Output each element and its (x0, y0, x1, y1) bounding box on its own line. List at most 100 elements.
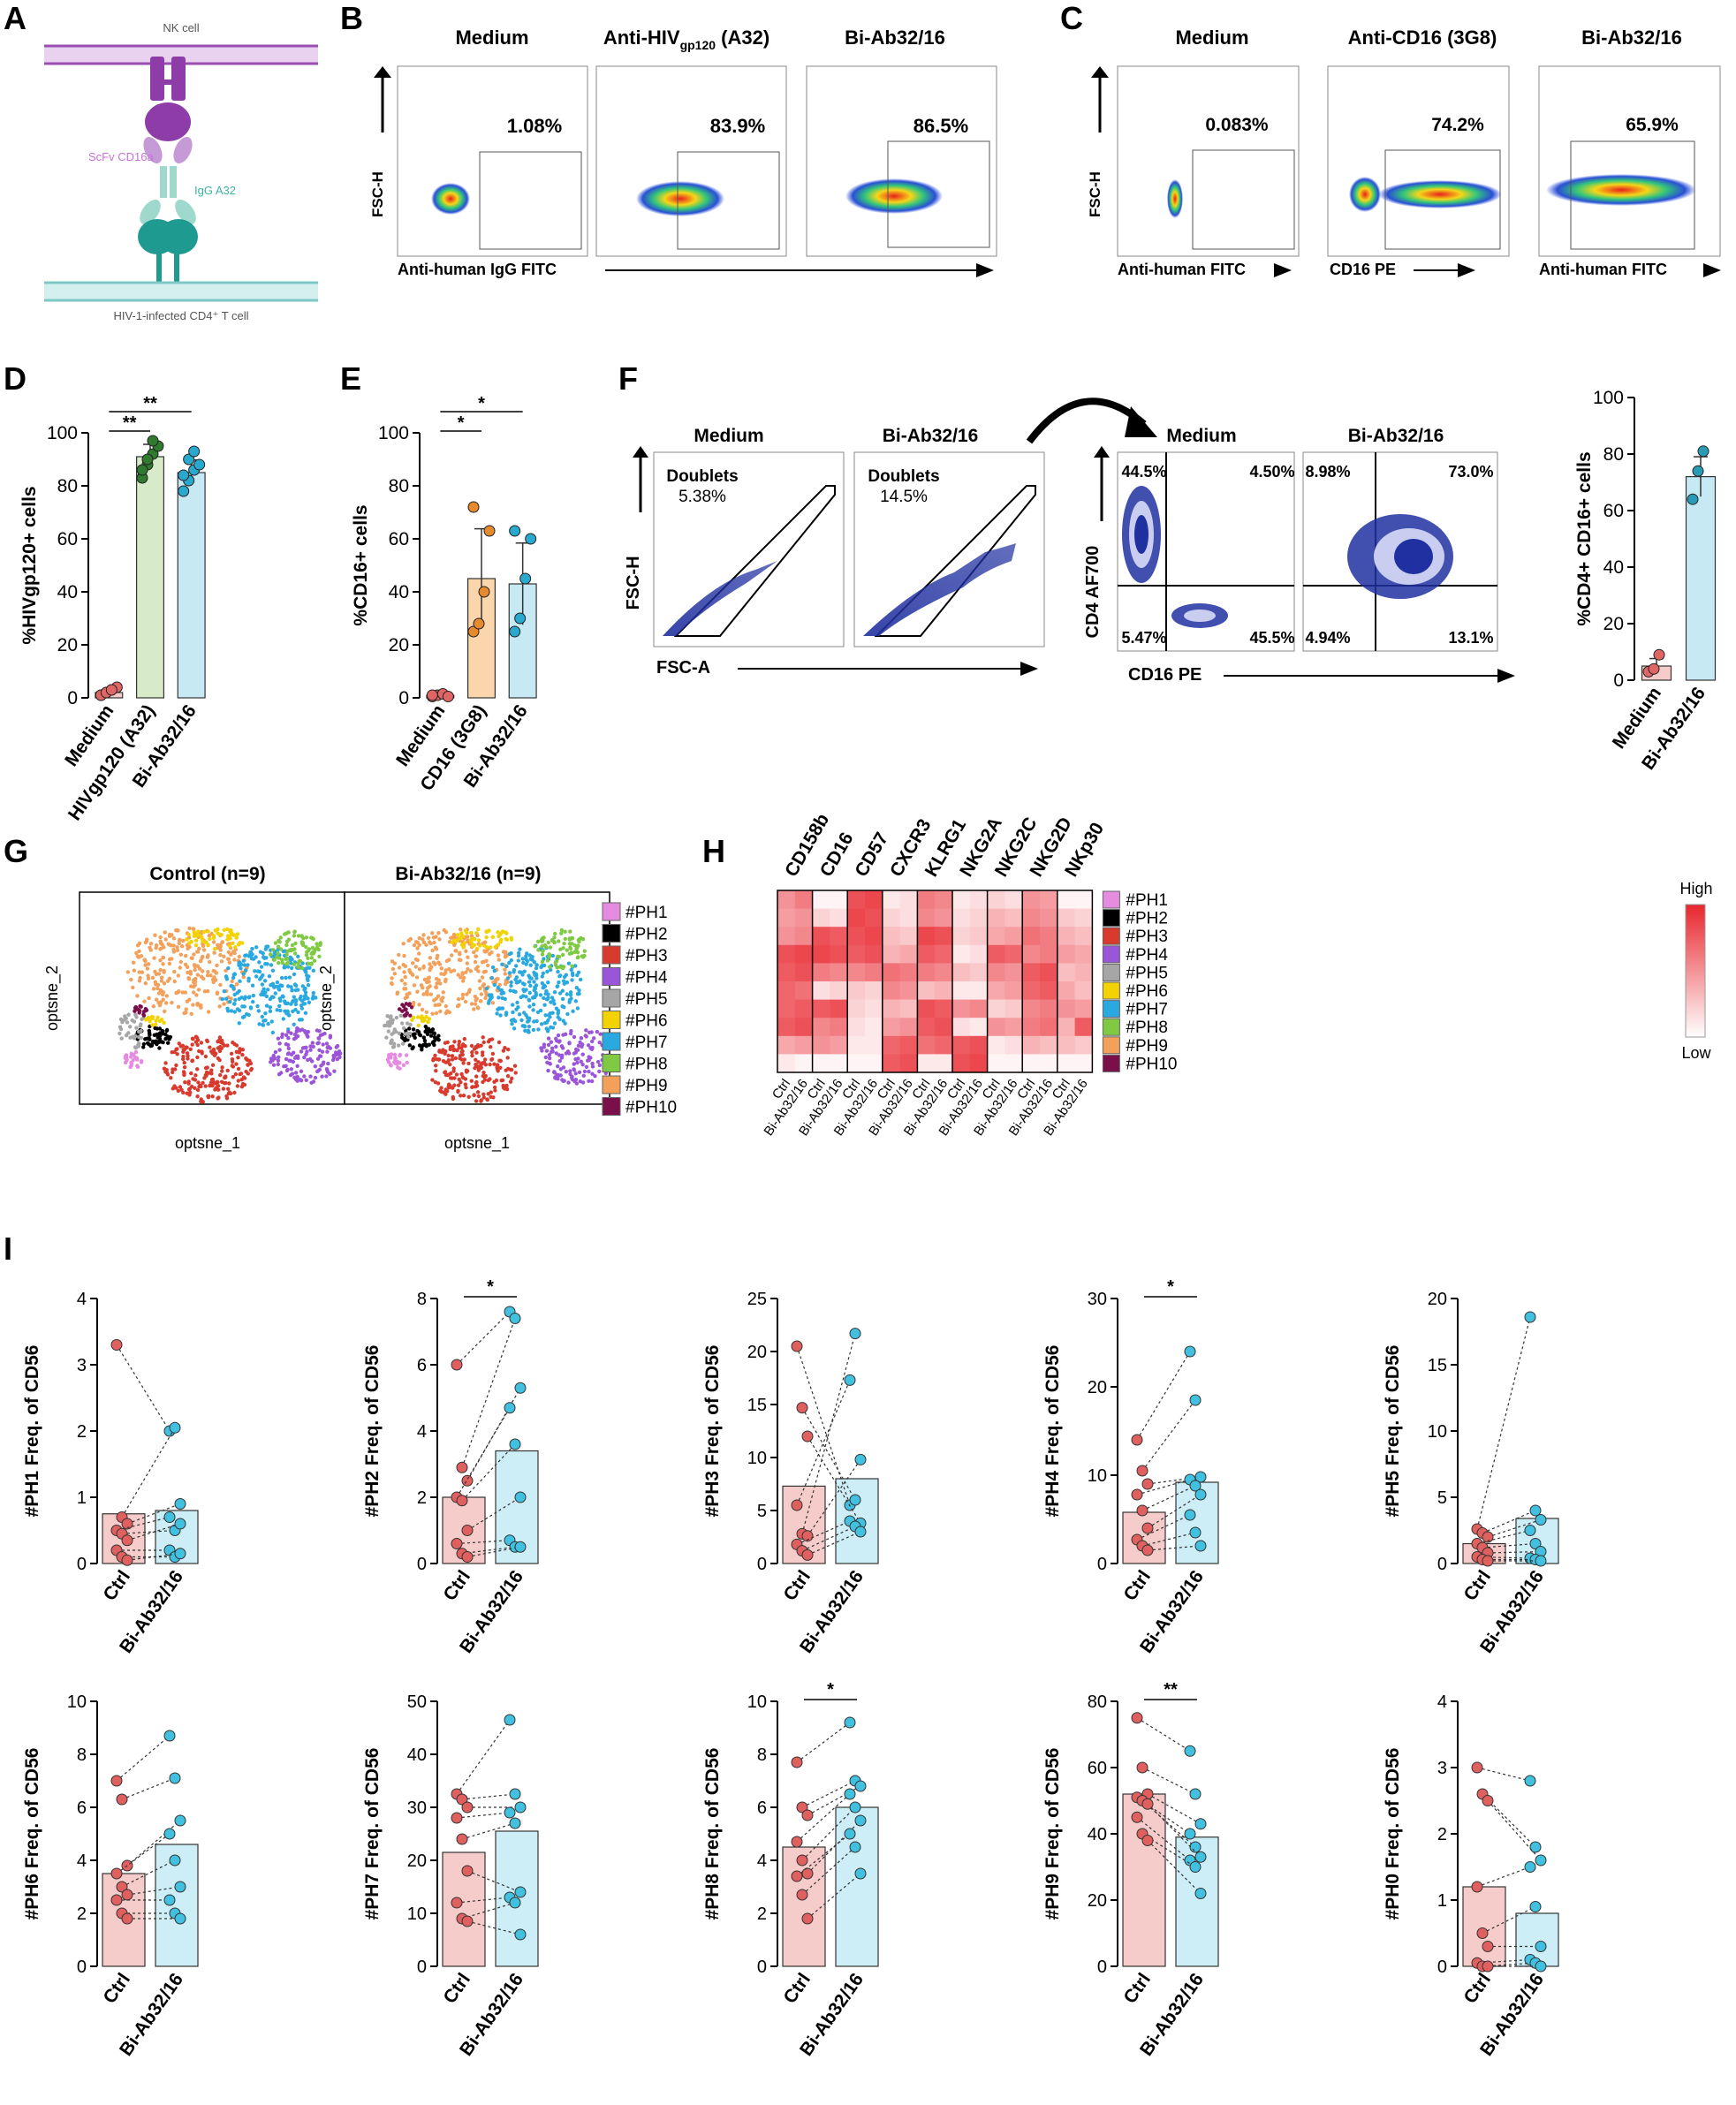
cluster-point (441, 1090, 446, 1094)
pair-line (801, 1846, 856, 1896)
cluster-point (395, 991, 399, 996)
plot-frame (1117, 65, 1300, 257)
cluster-point (504, 952, 508, 957)
cluster-point (550, 1046, 555, 1050)
data-point (801, 1430, 814, 1442)
cluster-point (132, 1053, 136, 1057)
cluster-point (164, 1027, 170, 1033)
data-point (1189, 1526, 1202, 1539)
cluster-point (450, 1076, 454, 1080)
cluster-point (474, 1074, 479, 1079)
cluster-point (303, 994, 308, 998)
cluster-point (249, 957, 254, 961)
cluster-point (171, 1067, 175, 1071)
cluster-point (313, 1075, 318, 1080)
cluster-point (250, 952, 254, 957)
cluster-point (552, 990, 557, 995)
heatmap-cell (830, 927, 848, 946)
quadrant-percent: 8.98% (1305, 463, 1350, 481)
legend-label: #PH8 (1126, 1018, 1168, 1037)
cluster-point (533, 944, 537, 949)
cluster-point (243, 995, 247, 999)
data-point (504, 1402, 516, 1414)
cluster-point (137, 949, 141, 953)
y-tick-label: 2 (417, 1488, 427, 1508)
cluster-point (271, 1063, 277, 1067)
cluster-point (542, 943, 548, 948)
cluster-point (508, 988, 512, 993)
cluster-point (476, 1060, 481, 1064)
cluster-point (465, 930, 469, 935)
heatmap-cell (899, 999, 918, 1018)
data-point (1697, 445, 1709, 458)
gate (887, 140, 990, 248)
y-tick-label: 15 (1428, 1356, 1447, 1375)
cluster-point (433, 1080, 438, 1085)
heatmap-cell (847, 999, 866, 1018)
cluster-point (143, 940, 148, 945)
marker-label: CD57 (851, 829, 892, 880)
cluster-point (385, 1057, 390, 1062)
cluster-point (521, 960, 526, 965)
data-point (121, 1534, 133, 1547)
cluster-point (427, 975, 431, 980)
cluster-point (293, 951, 298, 956)
x-axis-arrowhead (1458, 263, 1475, 277)
heatmap-cell (1004, 908, 1023, 928)
data-point (854, 1526, 867, 1538)
heatmap-cell (899, 1035, 918, 1055)
cluster-point (427, 1042, 431, 1047)
heatmap-cell (812, 908, 830, 928)
y-tick-label: 8 (77, 1745, 87, 1765)
cluster-point (315, 1069, 321, 1073)
cluster-point (242, 963, 246, 967)
data-point (461, 1525, 474, 1536)
data-point (1194, 1471, 1207, 1483)
cluster-point (434, 1064, 438, 1068)
heatmap-cell (1004, 1018, 1023, 1037)
cluster-point (135, 1064, 140, 1069)
cluster-point (532, 980, 536, 984)
cluster-point (128, 1025, 133, 1029)
heatmap-cell (917, 1054, 936, 1073)
cluster-point (398, 1052, 403, 1057)
cluster-point (273, 991, 277, 996)
cluster-point (283, 999, 287, 1003)
heatmap-cell (917, 890, 936, 910)
cluster-point (239, 996, 244, 1000)
cluster-point (220, 1065, 224, 1070)
cluster-point (299, 965, 305, 971)
cluster-point (415, 946, 420, 950)
cluster-point (157, 1036, 163, 1041)
gate-percent: 0.083% (1205, 115, 1269, 135)
cluster-point (139, 1035, 143, 1041)
heatmap-cell (952, 908, 971, 928)
cluster-point (237, 1008, 242, 1013)
cluster-point (210, 1051, 215, 1056)
cluster-point (417, 935, 421, 941)
data-point (1524, 1525, 1536, 1536)
cluster-point (430, 1011, 435, 1016)
legend-swatch (1102, 963, 1120, 981)
cluster-point (473, 994, 478, 999)
cluster-point (280, 958, 284, 962)
significance-label: * (1167, 1277, 1174, 1297)
cluster-point (134, 1056, 139, 1060)
cluster-point (138, 1024, 142, 1028)
cluster-point (278, 998, 283, 1003)
data-point (174, 1498, 186, 1510)
event-density (1546, 174, 1696, 206)
cluster-point (186, 1054, 190, 1058)
cluster-point (490, 965, 496, 970)
cluster-point (207, 934, 211, 938)
cluster-point (553, 960, 558, 965)
cluster-point (415, 1028, 420, 1034)
pair-line (1476, 1316, 1531, 1530)
cluster-point (496, 1069, 500, 1073)
cluster-point (461, 979, 466, 983)
heatmap-cell (952, 890, 971, 910)
cluster-point (392, 1052, 398, 1057)
y-tick-label: 20 (747, 1343, 767, 1362)
cluster-point (448, 1062, 452, 1067)
cluster-point (175, 945, 179, 950)
